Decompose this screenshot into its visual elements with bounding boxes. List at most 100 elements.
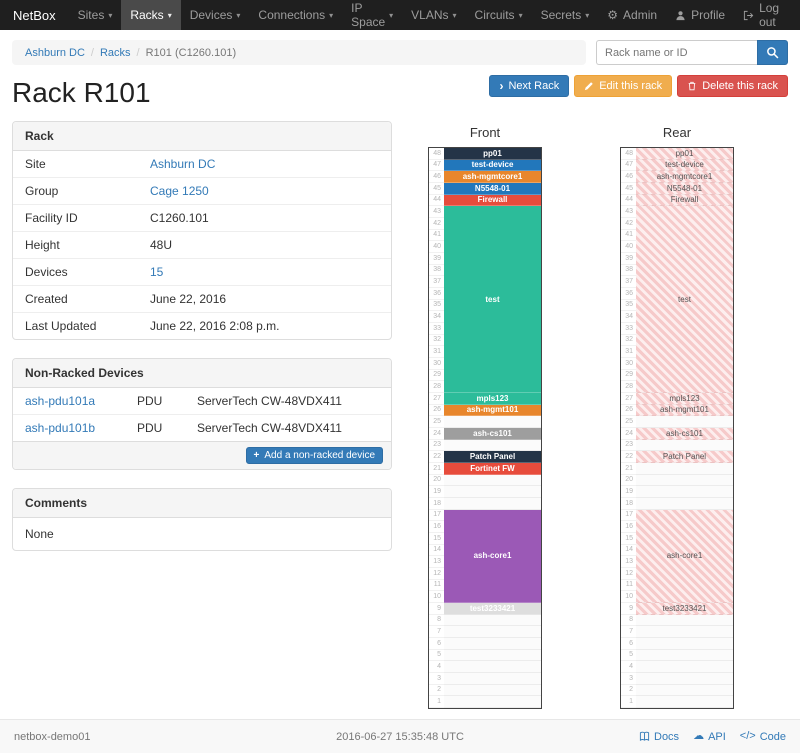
rack-device-ash-mgmt101[interactable]: ash-mgmt101 — [444, 404, 541, 417]
rack-device-ash-mgmtcore1[interactable]: ash-mgmtcore1 — [444, 171, 541, 183]
nonracked-device-link[interactable]: ash-pdu101b — [25, 421, 96, 435]
rack-device-test[interactable]: test — [444, 206, 541, 393]
unit-number: 16 — [621, 521, 636, 533]
breadcrumb-item-ashburn-dc[interactable]: Ashburn DC — [25, 46, 85, 59]
unit-number: 36 — [621, 288, 636, 300]
next-rack-button[interactable]: › Next Rack — [489, 75, 570, 97]
rack-device-ash-core1[interactable]: ash-core1 — [444, 509, 541, 603]
empty-unit — [444, 416, 541, 428]
book-icon — [639, 731, 650, 742]
rack-device-pp01[interactable]: pp01 — [444, 148, 541, 160]
rack-device-ash-core1[interactable]: ash-core1 — [636, 509, 733, 603]
unit-number: 46 — [621, 171, 636, 183]
unit-number: 5 — [621, 649, 636, 662]
nav-item-ip-space[interactable]: IP Space ▾ — [342, 0, 402, 30]
unit-number: 48 — [429, 148, 444, 160]
rack-device-firewall[interactable]: Firewall — [444, 194, 541, 207]
unit-number: 24 — [621, 428, 636, 440]
edit-rack-label: Edit this rack — [599, 80, 663, 92]
unit-number: 23 — [429, 439, 444, 452]
rack-device-test[interactable]: test — [636, 206, 733, 393]
rack-device-mpls123[interactable]: mpls123 — [636, 393, 733, 405]
rack-elevation-grid: 48 47 46 45 44 43 42 41 40 39 38 37 36 35 34 33 32 31 30 29… — [428, 147, 542, 709]
rack-elevations: Front 48 47 46 45 44 43 42 41 40 39 38 37 36 35 34 33 32 3… — [428, 123, 734, 709]
rack-device-ash-cs101[interactable]: ash-cs101 — [444, 428, 541, 440]
rack-device-n5548-01[interactable]: N5548-01 — [444, 183, 541, 195]
breadcrumb: Ashburn DC / Racks / R101 (C1260.101) — [12, 40, 586, 65]
unit-number: 18 — [429, 498, 444, 510]
rack-device-ash-mgmt101[interactable]: ash-mgmt101 — [636, 404, 733, 417]
empty-unit — [636, 463, 733, 475]
nav-item-label: Secrets — [540, 8, 582, 22]
rack-device-test-device[interactable]: test-device — [636, 159, 733, 172]
empty-unit — [444, 661, 541, 673]
rack-attr-value-site[interactable]: Ashburn DC — [150, 157, 216, 171]
rack-device-fortinet-fw[interactable]: Fortinet FW — [444, 463, 541, 475]
rack-device-patch-panel[interactable]: Patch Panel — [636, 451, 733, 463]
rack-device-mpls123[interactable]: mpls123 — [444, 393, 541, 405]
nav-item-racks[interactable]: Racks ▾ — [121, 0, 181, 30]
nav-item-sites[interactable]: Sites ▾ — [69, 0, 122, 30]
breadcrumb-item-racks[interactable]: Racks — [99, 46, 131, 59]
nav-item-profile[interactable]: Profile — [666, 0, 734, 30]
unit-number: 9 — [429, 603, 444, 615]
unit-number: 12 — [621, 568, 636, 580]
footer-link-code[interactable]: </> Code — [740, 731, 786, 743]
user-icon — [675, 10, 686, 21]
search-input[interactable] — [596, 40, 757, 65]
empty-unit — [636, 661, 733, 673]
rack-attr-label: Facility ID — [25, 211, 78, 225]
footer-link-api[interactable]: ☁ API — [693, 731, 726, 743]
nonracked-device-link[interactable]: ash-pdu101a — [25, 394, 96, 408]
edit-rack-button[interactable]: Edit this rack — [574, 75, 673, 97]
nonracked-device-model: ServerTech CW-48VDX411 — [197, 394, 342, 408]
rack-device-test3233421[interactable]: test3233421 — [444, 603, 541, 615]
rack-device-n5548-01[interactable]: N5548-01 — [636, 183, 733, 195]
empty-unit — [444, 626, 541, 638]
nav-item-connections[interactable]: Connections ▾ — [249, 0, 342, 30]
rack-device-ash-cs101[interactable]: ash-cs101 — [636, 428, 733, 440]
nonracked-panel: Non-Racked Devices ash-pdu101a PDU ServerT… — [12, 358, 392, 470]
unit-number: 26 — [429, 404, 444, 417]
rack-face-title: Front — [469, 125, 501, 140]
nav-item-admin[interactable]: ⚙ Admin — [598, 0, 666, 30]
empty-unit — [636, 649, 733, 662]
rack-device-patch-panel[interactable]: Patch Panel — [444, 451, 541, 463]
add-nonracked-device-button[interactable]: + Add a non-racked device — [245, 447, 383, 464]
unit-number: 2 — [621, 684, 636, 697]
empty-unit — [444, 486, 541, 498]
unit-number: 43 — [621, 206, 636, 218]
delete-rack-button[interactable]: Delete this rack — [677, 75, 788, 97]
plus-icon: + — [253, 450, 260, 461]
nav-item-secrets[interactable]: Secrets ▾ — [532, 0, 599, 30]
rack-device-test3233421[interactable]: test3233421 — [636, 603, 733, 615]
unit-number: 44 — [621, 194, 636, 207]
code-icon: </> — [739, 730, 756, 742]
caret-down-icon: ▾ — [108, 10, 113, 20]
nav-item-devices[interactable]: Devices ▾ — [181, 0, 250, 30]
rack-attr-value-devices[interactable]: 15 — [150, 265, 164, 279]
unit-number: 21 — [621, 463, 636, 475]
unit-number: 39 — [621, 253, 636, 265]
unit-number: 17 — [621, 509, 636, 522]
rack-attr-label: Height — [25, 238, 60, 252]
rack-device-firewall[interactable]: Firewall — [636, 194, 733, 207]
rack-device-pp01[interactable]: pp01 — [636, 148, 733, 160]
unit-number: 30 — [621, 358, 636, 370]
nav-item-vlans[interactable]: VLANs ▾ — [402, 0, 465, 30]
footer-link-docs[interactable]: Docs — [639, 731, 679, 743]
nav-item-log-out[interactable]: Log out — [734, 0, 800, 30]
rack-attr-value-last-updated: June 22, 2016 2:08 p.m. — [150, 319, 280, 333]
rack-device-test-device[interactable]: test-device — [444, 159, 541, 172]
nonracked-device-type: PDU — [137, 394, 163, 408]
unit-number: 25 — [429, 416, 444, 428]
rear-elevation: Rear 48 47 46 45 44 43 42 41 40 39 38 37 36 35 34 33 32 31… — [620, 123, 734, 709]
brand-link[interactable]: NetBox — [13, 7, 56, 23]
search-button[interactable] — [757, 40, 788, 65]
rack-attr-value-group[interactable]: Cage 1250 — [150, 184, 209, 198]
nav-item-circuits[interactable]: Circuits ▾ — [466, 0, 532, 30]
nonracked-device-row: ash-pdu101b PDU ServerTech CW-48VDX411 — [13, 414, 391, 441]
breadcrumb-separator: / — [90, 46, 94, 59]
rack-device-ash-mgmtcore1[interactable]: ash-mgmtcore1 — [636, 171, 733, 183]
